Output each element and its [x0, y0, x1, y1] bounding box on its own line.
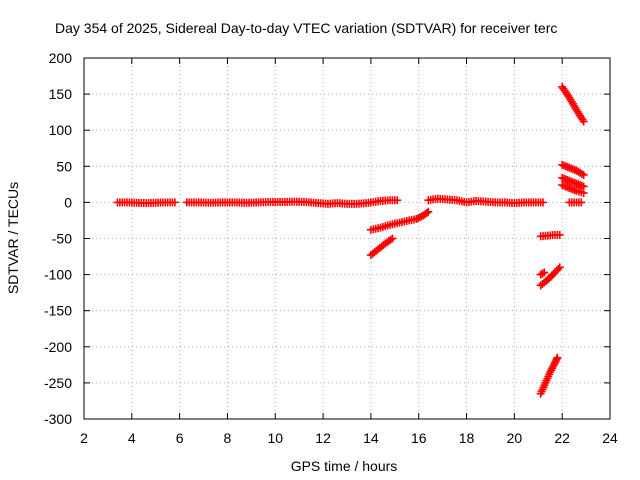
y-tick-label: -150 — [44, 303, 72, 319]
y-axis-label: SDTVAR / TECUs — [5, 182, 21, 294]
x-tick-label: 10 — [267, 430, 283, 446]
data-point — [539, 198, 548, 207]
x-tick-label: 2 — [80, 430, 88, 446]
y-axis-ticks: -300 -250 -200 -150 -100 -50 0 50 100 150 200 — [44, 50, 610, 427]
y-tick-label: -300 — [44, 411, 72, 427]
data-point — [393, 196, 402, 205]
data-point — [424, 207, 433, 216]
data-point — [579, 189, 588, 198]
data-point — [577, 198, 586, 207]
y-tick-label: -100 — [44, 267, 72, 283]
x-tick-label: 14 — [363, 430, 379, 446]
x-tick-label: 24 — [602, 430, 618, 446]
y-tick-label: 200 — [49, 50, 73, 66]
data-point — [555, 230, 564, 239]
data-point — [577, 169, 586, 178]
data-point — [422, 208, 431, 217]
data-point — [553, 353, 562, 362]
grid — [84, 58, 610, 419]
x-axis-label: GPS time / hours — [291, 458, 398, 474]
data-point — [579, 117, 588, 126]
x-tick-label: 6 — [176, 430, 184, 446]
data-point — [554, 265, 563, 274]
data-point — [170, 198, 179, 207]
y-tick-label: -250 — [44, 375, 72, 391]
data-point — [555, 263, 564, 272]
data-point — [579, 170, 588, 179]
x-tick-label: 20 — [507, 430, 523, 446]
x-tick-label: 8 — [224, 430, 232, 446]
x-tick-label: 18 — [459, 430, 475, 446]
data-point — [386, 235, 395, 244]
data-point — [414, 214, 423, 223]
y-tick-label: -200 — [44, 339, 72, 355]
data-point — [412, 215, 421, 224]
data-point — [538, 269, 547, 278]
y-tick-label: -50 — [52, 231, 72, 247]
data-point — [388, 234, 397, 243]
x-tick-label: 4 — [128, 430, 136, 446]
x-tick-label: 16 — [411, 430, 427, 446]
y-tick-label: 150 — [49, 86, 73, 102]
x-tick-label: 12 — [315, 430, 331, 446]
data-point — [415, 213, 424, 222]
data-points — [113, 82, 588, 398]
plot-frame — [83, 57, 611, 420]
y-tick-label: 50 — [56, 158, 72, 174]
chart-title: Day 354 of 2025, Sidereal Day-to-day VTE… — [55, 20, 557, 36]
y-tick-label: 0 — [64, 194, 72, 210]
x-tick-label: 22 — [554, 430, 570, 446]
data-point — [540, 268, 549, 277]
y-tick-label: 100 — [49, 122, 73, 138]
x-axis-ticks: 2 4 6 8 10 12 14 16 18 20 22 24 — [80, 58, 618, 446]
